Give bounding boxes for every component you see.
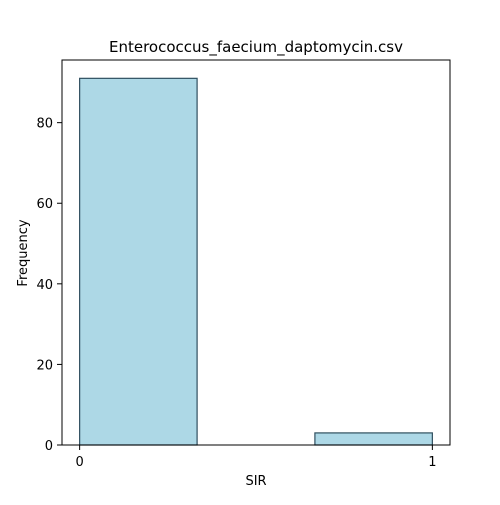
chart-title: Enterococcus_faecium_daptomycin.csv — [109, 38, 403, 57]
histogram-bar-1 — [314, 432, 433, 446]
y-tick-label-1: 20 — [36, 358, 53, 373]
x-axis-label: SIR — [245, 474, 266, 489]
y-axis-label: Frequency — [16, 219, 31, 286]
y-tick-label-0: 0 — [45, 439, 53, 454]
y-tick-label-4: 80 — [36, 117, 53, 132]
bars-group — [79, 77, 433, 446]
y-axis-ticks: 0 20 40 60 80 — [36, 117, 62, 454]
x-tick-label-1: 1 — [428, 455, 436, 470]
x-tick-label-0: 0 — [75, 455, 83, 470]
y-tick-label-2: 40 — [36, 278, 53, 293]
plot-area-frame — [61, 59, 451, 446]
histogram-bar-0 — [79, 77, 198, 446]
y-tick-label-3: 60 — [36, 197, 53, 212]
